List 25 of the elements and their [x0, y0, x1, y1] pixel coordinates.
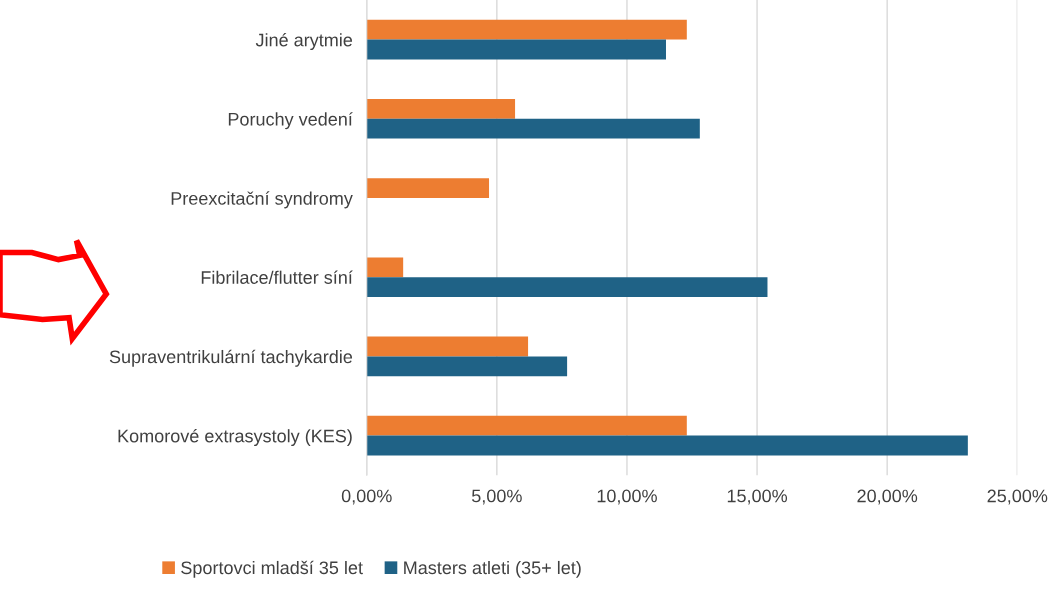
x-tick-label: 0,00%: [341, 489, 392, 505]
legend-label: Masters atleti (35+ let): [404, 560, 581, 578]
bar: [366, 435, 968, 456]
bar: [366, 356, 568, 377]
y-tick-label: Preexcitační syndromy: [171, 191, 353, 209]
x-tick-label: 5,00%: [471, 489, 522, 505]
y-tick-label: Jiné arytmie: [255, 32, 353, 50]
bar: [366, 277, 768, 297]
bar: [366, 336, 529, 357]
legend-label: Sportovci mladší 35 let: [181, 560, 363, 578]
bar: [366, 39, 666, 60]
y-tick-label: Fibrilace/flutter síní: [201, 270, 353, 284]
bar: [366, 99, 516, 119]
bar: [366, 118, 700, 139]
x-tick-label: 10,00%: [597, 489, 657, 505]
bar: [366, 19, 687, 40]
bar: [366, 178, 490, 198]
y-tick-label: Komorové extrasystoly (KES): [118, 428, 352, 446]
y-tick-label: Poruchy vedení: [228, 112, 353, 130]
bar: [366, 415, 687, 436]
bar: [366, 257, 404, 278]
x-tick-label: 20,00%: [857, 489, 918, 505]
y-tick-label: Supraventrikulární tachykardie: [109, 349, 353, 367]
x-tick-label: 25,00%: [987, 489, 1048, 505]
x-tick-label: 15,00%: [727, 489, 788, 505]
